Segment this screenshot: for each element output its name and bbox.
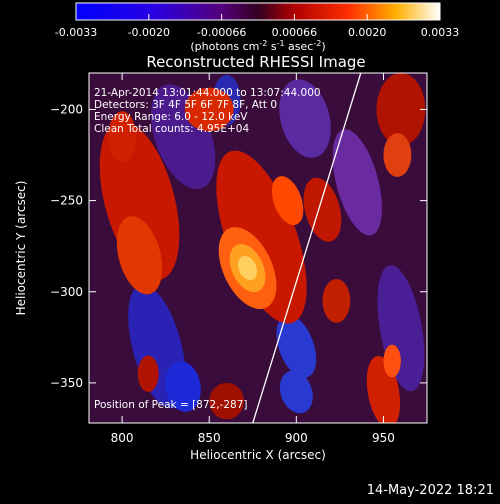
heatmap-blob (137, 355, 159, 393)
colorbar (75, 2, 441, 21)
colorbar-tick-label: -0.0033 (55, 26, 97, 39)
annotation-detectors: Detectors: 3F 4F 5F 6F 7F 8F, Att 0 (94, 99, 277, 111)
y-tick-label: −250 (50, 194, 83, 208)
annotation-clean-counts: Clean Total counts: 4.95E+04 (94, 123, 249, 135)
annotation-energy-range: Energy Range: 6.0 - 12.0 keV (94, 111, 248, 123)
colorbar-unit-label: (photons cm-2 s-1 asec-2) (190, 39, 325, 53)
heatmap-blob (376, 73, 426, 146)
solar-limb-line (252, 72, 362, 424)
y-tick-label: −350 (50, 376, 83, 390)
footer-timestamp: 14-May-2022 18:21 (367, 483, 494, 498)
heatmap-blob (209, 382, 245, 420)
colorbar-tick-label: -0.0020 (128, 26, 170, 39)
heatmap-blob (184, 87, 234, 132)
heatmap-blob (279, 79, 331, 158)
x-tick-label: 850 (198, 431, 221, 445)
heatmap-blob (271, 176, 304, 226)
heatmap-blob (116, 216, 163, 295)
peak-position-label: Position of Peak = [872,-287] (94, 399, 248, 411)
heatmap-blob (216, 150, 307, 324)
x-tick-label: 800 (111, 431, 134, 445)
heatmap-blob (322, 278, 351, 323)
heatmap-blob (108, 111, 137, 163)
colorbar-tick-label: -0.00066 (197, 26, 246, 39)
colorbar-tick-label: 0.00066 (272, 26, 318, 39)
heatmap-blob (276, 315, 317, 378)
x-tick-label: 950 (372, 431, 395, 445)
colorbar-tick-label: 0.0020 (348, 26, 387, 39)
y-tick-label: −200 (50, 102, 83, 116)
axis-ticks: 800 850 900 950 −200 −250 −300 −350 (50, 73, 427, 445)
annotation-time-range: 21-Apr-2014 13:01:44.000 to 13:07:44.000 (94, 87, 321, 99)
y-tick-label: −300 (50, 285, 83, 299)
y-axis-label: Heliocentric Y (arcsec) (14, 181, 28, 316)
heatmap-blob (165, 361, 201, 412)
x-axis-label: Heliocentric X (arcsec) (190, 448, 326, 462)
heatmap-image (89, 73, 427, 423)
plot-frame (88, 72, 428, 424)
heatmap-blob (237, 255, 258, 281)
chart-title: Reconstructed RHESSI Image (146, 53, 365, 71)
annotation-block: 21-Apr-2014 13:01:44.000 to 13:07:44.000… (94, 87, 321, 135)
colorbar-tick-label: 0.0033 (421, 26, 460, 39)
heatmap-blob (279, 370, 313, 414)
colorbar-ticks: -0.0033 -0.0020 -0.00066 0.00066 0.0020 0.003… (55, 14, 459, 39)
heatmap-blob (383, 133, 412, 177)
x-tick-label: 900 (285, 431, 308, 445)
heatmap-blob (383, 344, 401, 378)
heatmap-blob (332, 129, 382, 236)
